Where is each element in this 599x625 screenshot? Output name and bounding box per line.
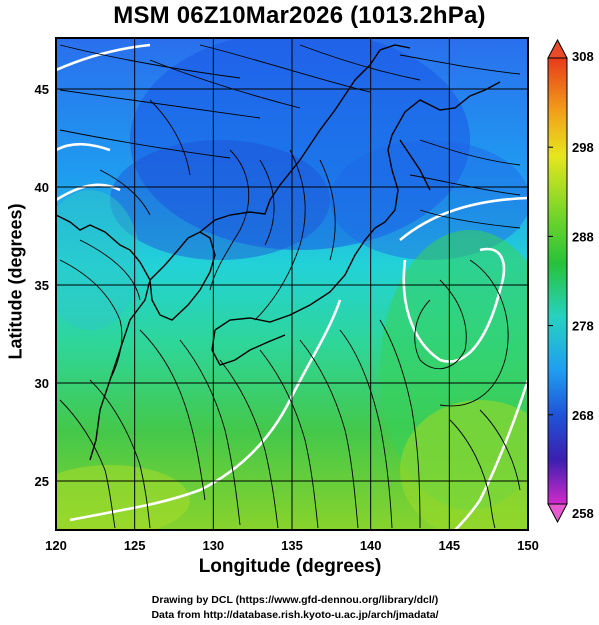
y-tick-label: 45 (35, 82, 49, 97)
map-title: MSM 06Z10Mar2026 (1013.2hPa) (113, 2, 486, 29)
x-tick-label: 120 (45, 538, 67, 553)
x-tick-label: 135 (281, 538, 303, 553)
colorbar-tick-label: 288 (572, 229, 594, 244)
colorbar-max-arrow (547, 38, 568, 59)
x-tick-label: 130 (202, 538, 224, 553)
colorbar: 308 298 288 278 268 258 (547, 38, 594, 524)
plot-frame (55, 37, 529, 531)
credit-drawing: Drawing by DCL (https://www.gfd-dennou.o… (151, 594, 439, 606)
colorbar-tick-label: 298 (572, 140, 594, 155)
colorbar-tick-label: 278 (572, 319, 594, 334)
coastlines (56, 44, 501, 461)
x-axis-label: Longitude (degrees) (198, 556, 382, 577)
y-tick-label: 35 (35, 278, 49, 293)
wind-streamlines (59, 44, 521, 529)
credit-data: Data from http://database.rish.kyoto-u.a… (151, 609, 439, 621)
x-tick-label: 140 (360, 538, 382, 553)
colorbar-min-arrow (547, 503, 568, 524)
colorbar-tick-label: 268 (572, 408, 594, 423)
y-tick-label: 30 (35, 376, 49, 391)
y-tick-label: 40 (35, 180, 49, 195)
y-tick-labels: 25 30 35 40 45 (35, 82, 49, 489)
colorbar-tick-label: 308 (572, 49, 594, 64)
colorbar-tick-label: 258 (572, 506, 594, 521)
x-tick-label: 150 (517, 538, 539, 553)
isotherm-contours (56, 43, 528, 530)
x-tick-label: 145 (438, 538, 460, 553)
x-tick-label: 125 (124, 538, 146, 553)
y-tick-label: 25 (35, 474, 49, 489)
x-tick-labels: 120 125 130 135 140 145 150 (45, 538, 539, 553)
graticule (55, 38, 529, 530)
